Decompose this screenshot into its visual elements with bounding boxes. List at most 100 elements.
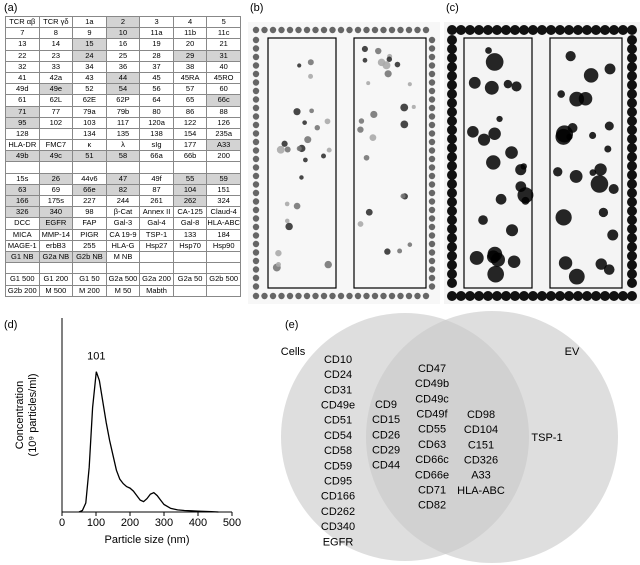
table-cell: 135 bbox=[105, 127, 141, 141]
blot-dot bbox=[564, 291, 574, 301]
table-cell: 134 bbox=[72, 127, 107, 141]
blot-dot bbox=[252, 96, 260, 103]
venn-item: CD47 bbox=[418, 363, 446, 375]
blot-dot bbox=[428, 240, 436, 248]
blot-dot bbox=[269, 292, 277, 300]
blot-dot bbox=[582, 25, 592, 35]
venn-item: CD29 bbox=[372, 445, 400, 457]
table-cell: 9 bbox=[72, 27, 107, 40]
table-row: 61 62L 62E 62P 64 65 66c bbox=[5, 94, 241, 107]
blot-dot bbox=[528, 25, 538, 35]
blot-dot bbox=[447, 125, 457, 135]
blot-dot bbox=[591, 25, 601, 35]
table-cell: Claud-4 bbox=[206, 206, 241, 219]
blot-dot bbox=[252, 266, 260, 273]
table-cell: 133 bbox=[172, 228, 208, 241]
blot-dot bbox=[388, 292, 396, 300]
table-cell bbox=[139, 250, 174, 264]
set-label: Cells bbox=[281, 346, 306, 358]
blot-dot bbox=[501, 291, 511, 301]
table-cell: G1 NB bbox=[5, 250, 40, 264]
table-cell: 122 bbox=[172, 116, 208, 129]
blot-dot bbox=[447, 179, 457, 189]
table-cell: 138 bbox=[139, 127, 174, 141]
blot-dot bbox=[483, 291, 493, 301]
blot-dot bbox=[365, 208, 373, 216]
blot-dot bbox=[519, 25, 529, 35]
blot-dot bbox=[357, 126, 364, 133]
blot-frame bbox=[463, 37, 533, 289]
blot-dot bbox=[565, 51, 576, 62]
table-cell bbox=[206, 284, 241, 297]
blot-dot bbox=[285, 222, 293, 231]
blot-dot bbox=[608, 183, 619, 194]
table-cell: CA 19-9 bbox=[105, 228, 141, 241]
blot-dot bbox=[252, 79, 260, 86]
table-cell: sIg bbox=[139, 139, 174, 152]
table-cell bbox=[172, 262, 208, 275]
venn-item: CD66e bbox=[415, 469, 449, 481]
blot-dot bbox=[428, 164, 436, 171]
table-cell bbox=[206, 161, 241, 174]
blot-dot bbox=[468, 76, 481, 89]
blot-dot bbox=[428, 283, 436, 290]
table-cell: 24 bbox=[72, 49, 107, 62]
venn-item: TSP-1 bbox=[531, 432, 562, 444]
blot-dot bbox=[252, 45, 260, 52]
blot-dot bbox=[428, 215, 436, 222]
venn-item: CD26 bbox=[372, 429, 400, 441]
table-cell: 26 bbox=[38, 172, 74, 185]
table-cell bbox=[72, 161, 107, 174]
table-cell bbox=[38, 262, 74, 275]
table-cell: 51 bbox=[72, 150, 107, 163]
venn-item: CD63 bbox=[418, 439, 446, 451]
table-cell: 40 bbox=[206, 60, 241, 73]
blot-dot bbox=[465, 25, 475, 35]
venn-item: CD49e bbox=[321, 400, 355, 412]
blot-dot bbox=[324, 118, 331, 125]
venn-item: CD31 bbox=[324, 384, 352, 396]
blot-dot bbox=[627, 125, 637, 135]
venn-item: CD54 bbox=[324, 430, 352, 442]
blot-dot bbox=[569, 170, 583, 183]
table-cell: HLA-G bbox=[105, 239, 141, 252]
blot-dot bbox=[307, 59, 314, 66]
table-cell bbox=[139, 262, 174, 275]
blot-dot bbox=[447, 134, 457, 144]
table-cell bbox=[105, 161, 141, 174]
table-cell: 45RA bbox=[172, 71, 208, 85]
blot-dot bbox=[363, 26, 370, 34]
x-tick-label: 500 bbox=[223, 517, 241, 529]
blot-dot bbox=[627, 89, 637, 99]
table-row: G1 500 G1 200 G1 50 G2a 500 G2a 200 G2a 50 G2b… bbox=[5, 273, 241, 286]
blot-dot bbox=[363, 292, 370, 300]
blot-dot bbox=[252, 189, 260, 197]
table-row bbox=[5, 262, 241, 275]
venn-item: CD66c bbox=[415, 454, 449, 466]
table-cell: DCC bbox=[5, 217, 40, 230]
table-cell: Hsp70 bbox=[172, 239, 208, 252]
table-cell: 61 bbox=[5, 94, 40, 107]
table-cell: Annex II bbox=[139, 206, 174, 219]
blot-dot bbox=[447, 161, 457, 171]
table-cell: 59 bbox=[206, 172, 241, 185]
table-cell bbox=[38, 127, 74, 141]
blot-dot bbox=[284, 218, 290, 224]
x-axis-label: Particle size (nm) bbox=[105, 534, 190, 546]
blot-dot bbox=[354, 292, 362, 300]
table-cell: 64 bbox=[139, 94, 174, 107]
table-cell: 66e bbox=[72, 183, 107, 197]
blot-dot bbox=[486, 155, 501, 170]
blot-dot bbox=[546, 291, 556, 301]
blot-dot bbox=[507, 255, 521, 268]
table-cell: 25 bbox=[105, 49, 141, 62]
blot-dot bbox=[428, 147, 436, 154]
blot-dot bbox=[252, 62, 260, 69]
table-row: 49d 49e 52 54 56 57 60 bbox=[5, 83, 241, 96]
blot-dot bbox=[252, 104, 260, 112]
blot-dot bbox=[422, 26, 430, 34]
venn-item: CD51 bbox=[324, 415, 352, 427]
blot-dot bbox=[627, 98, 637, 108]
table-row: 166 175s 227 244 261 262 324 bbox=[5, 194, 241, 208]
table-row: 49b 49c 51 58 66a 66b 200 bbox=[5, 150, 241, 163]
